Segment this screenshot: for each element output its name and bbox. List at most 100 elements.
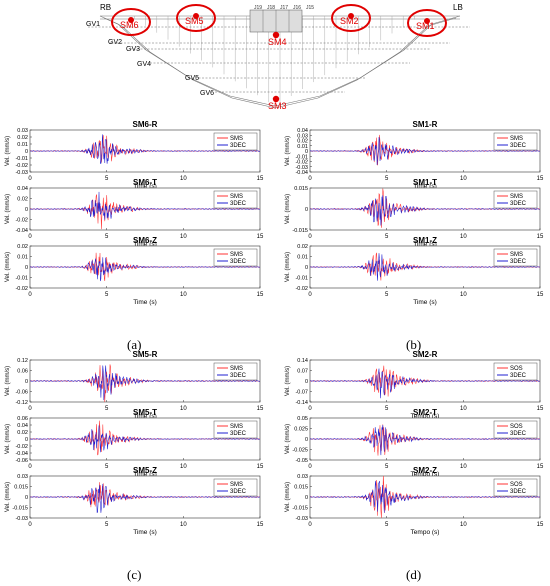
chart: SM2-R 0 5 10 15 -0.14 -0.07 0 0.07 0.14 Tempo (s) V…: [285, 350, 544, 420]
x-tick-label: 10: [180, 464, 187, 470]
y-tick-label: -0.02: [15, 163, 28, 169]
legend-box: [493, 132, 538, 151]
legend-label-measured: SOS: [510, 482, 523, 488]
chart: SM6-R0 5 10 15-0.03-0.02-0.0100.010.020.03T…: [5, 120, 264, 190]
y-tick-label: -0.015: [292, 228, 308, 234]
y-tick-label: 0.01: [17, 255, 28, 261]
series-3dec-line: [310, 136, 540, 166]
y-tick-label: 0.03: [297, 133, 308, 139]
y-tick-label: 0.015: [14, 485, 28, 491]
chart: SM1-R0 5 10 15-0.04-0.03-0.02-0.0100.010.02…: [285, 120, 544, 190]
series-3dec-line: [310, 368, 540, 399]
chart: SM2-Z 0 5 10 15 -0.03 -0.015 0 0.015 0.03 Tempo (s…: [285, 466, 544, 536]
x-tick-label: 15: [537, 522, 544, 528]
legend-label-3dec: 3DEC: [230, 373, 247, 379]
y-tick-label: -0.02: [295, 160, 308, 166]
x-tick-label: 0: [308, 176, 312, 182]
station-marker: [193, 13, 199, 19]
x-tick-label: 5: [105, 464, 109, 470]
x-tick-label: 15: [537, 406, 544, 412]
station-marker: [272, 31, 280, 39]
chart-title: SM1-R: [413, 120, 438, 129]
x-tick-label: 10: [460, 464, 467, 470]
panel-label-a: (a): [127, 337, 142, 352]
x-tick-label: 5: [385, 176, 389, 182]
y-tick-label: -0.025: [292, 448, 308, 454]
legend-label-measured: SOS: [510, 424, 523, 430]
y-axis-label: Vel. (mm/s): [5, 136, 11, 166]
x-tick-label: 10: [460, 292, 467, 298]
y-tick-label: -0.02: [15, 218, 28, 224]
legend-label-measured: SMS: [230, 136, 243, 142]
dam-elevation-diagram: RB LB GV1 GV2 GV3 GV4 GV5 GV6 J19 J18 J17 J16 J15…: [86, 3, 470, 111]
panel-label-c: (c): [127, 567, 142, 582]
x-axis-label: Time (s): [413, 183, 437, 190]
y-axis-label: Vel. (mm/s): [285, 252, 291, 282]
block-label: J16: [293, 5, 301, 11]
x-tick-label: 5: [385, 292, 389, 298]
legend-box: [213, 132, 258, 151]
gallery-label: GV2: [108, 39, 122, 46]
y-tick-label: -0.04: [15, 228, 28, 234]
chart-title: SM2-T: [413, 408, 437, 417]
x-axis-label: Tempo (s): [411, 471, 440, 478]
chart-title: SM1-T: [413, 178, 437, 187]
x-tick-label: 5: [105, 176, 109, 182]
y-tick-label: 0.01: [17, 142, 28, 148]
legend-label-3dec: 3DEC: [230, 143, 247, 149]
station-circle: [176, 4, 216, 32]
station-label: SM6: [120, 20, 139, 30]
y-tick-label: 0.03: [297, 474, 308, 480]
y-tick-label: 0.06: [17, 416, 28, 422]
y-tick-label: -0.03: [15, 516, 28, 522]
x-tick-label: 15: [537, 292, 544, 298]
x-tick-label: 5: [105, 292, 109, 298]
x-tick-label: 0: [308, 522, 312, 528]
legend-label-measured: SMS: [230, 482, 243, 488]
station-marker: [272, 95, 280, 103]
y-tick-label: -0.14: [295, 400, 308, 406]
y-tick-label: 0.02: [297, 139, 308, 145]
y-tick-label: 0.02: [17, 244, 28, 250]
y-tick-label: 0: [305, 207, 308, 213]
y-tick-label: 0.04: [17, 423, 28, 429]
legend-box: [213, 248, 258, 267]
y-tick-label: 0: [305, 149, 308, 155]
gallery-label: GV4: [137, 61, 151, 68]
legend-label-measured: SMS: [510, 252, 523, 258]
x-tick-label: 5: [105, 522, 109, 528]
x-tick-label: 15: [257, 234, 264, 240]
legend-box: [213, 362, 258, 381]
y-tick-label: 0.12: [17, 358, 28, 364]
panel-label-d: (d): [406, 567, 422, 582]
x-tick-label: 0: [308, 406, 312, 412]
y-tick-label: 0.01: [297, 144, 308, 150]
legend-label-3dec: 3DEC: [510, 259, 527, 265]
x-tick-label: 15: [257, 292, 264, 298]
legend-box: [213, 190, 258, 209]
x-axis-label: Time (s): [133, 413, 157, 420]
y-axis-label: Vel. (mm/s): [5, 424, 11, 454]
y-tick-label: 0.015: [294, 485, 308, 491]
legend-label-3dec: 3DEC: [510, 143, 527, 149]
y-tick-label: 0.06: [17, 369, 28, 375]
y-tick-label: 0: [305, 495, 308, 501]
x-tick-label: 15: [257, 522, 264, 528]
chart-title: SM6-T: [133, 178, 157, 187]
y-tick-label: 0.015: [294, 186, 308, 192]
x-tick-label: 10: [460, 406, 467, 412]
y-tick-label: -0.01: [15, 156, 28, 162]
y-tick-label: -0.01: [15, 276, 28, 282]
y-tick-label: 0: [25, 437, 28, 443]
x-tick-label: 15: [257, 464, 264, 470]
y-tick-label: -0.01: [295, 276, 308, 282]
x-axis-label: Time (s): [413, 299, 437, 306]
y-tick-label: -0.06: [15, 390, 28, 396]
x-tick-label: 15: [537, 176, 544, 182]
x-tick-label: 5: [385, 522, 389, 528]
x-tick-label: 15: [257, 406, 264, 412]
x-tick-label: 5: [105, 406, 109, 412]
x-tick-label: 10: [180, 406, 187, 412]
